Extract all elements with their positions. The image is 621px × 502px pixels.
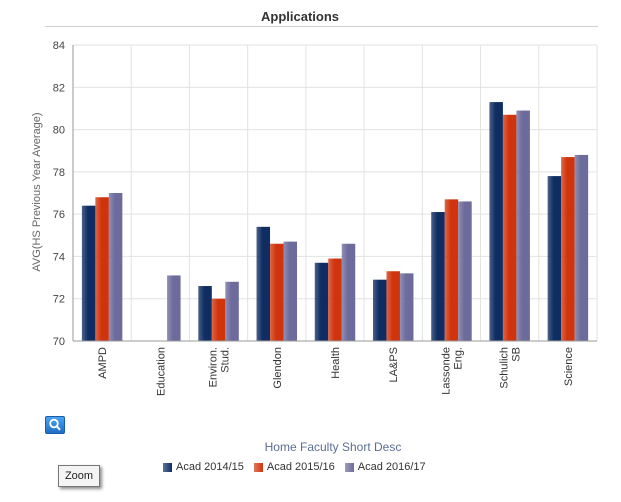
chart-title: Applications: [260, 9, 339, 24]
y-tick-label: 76: [53, 209, 65, 221]
title-divider: [45, 26, 598, 27]
bar-layer: [81, 102, 589, 342]
bar[interactable]: [458, 201, 472, 341]
magnifier-icon: [49, 418, 61, 431]
legend-item[interactable]: Acad 2015/16: [253, 461, 335, 473]
y-axis-label: AVG(HS Previous Year Average): [31, 112, 43, 271]
zoom-button[interactable]: Zoom: [58, 465, 100, 487]
bar[interactable]: [108, 193, 123, 341]
y-tick-label: 70: [53, 336, 65, 348]
x-tick-label: Glendon: [272, 347, 284, 389]
bar[interactable]: [211, 298, 226, 341]
bar[interactable]: [225, 281, 239, 341]
bar[interactable]: [399, 273, 414, 341]
zoom-magnifier-button[interactable]: [45, 416, 65, 434]
y-tick-label: 84: [53, 40, 65, 52]
legend-swatch: [253, 462, 263, 472]
x-tick-label: AMPD: [97, 347, 109, 379]
bar[interactable]: [341, 243, 356, 341]
y-tick-label: 78: [53, 167, 65, 179]
bar[interactable]: [489, 102, 503, 341]
bar[interactable]: [502, 114, 517, 342]
y-tick-label: 74: [53, 251, 65, 263]
bar[interactable]: [516, 110, 530, 342]
legend-label: Acad 2016/17: [357, 461, 426, 473]
bar[interactable]: [314, 262, 329, 341]
x-tick-label: SchulichSB: [499, 347, 523, 389]
bar[interactable]: [198, 286, 212, 341]
legend-label: Acad 2014/15: [176, 461, 244, 473]
bar[interactable]: [444, 199, 459, 341]
bar[interactable]: [256, 226, 271, 341]
x-tick-label: Education: [155, 347, 167, 396]
bar[interactable]: [547, 176, 562, 341]
y-tick-label: 82: [53, 82, 65, 94]
bar[interactable]: [431, 212, 445, 341]
bar[interactable]: [372, 279, 387, 341]
x-tick-label: Health: [330, 347, 342, 379]
bar[interactable]: [167, 275, 181, 341]
axis-layer: 70 72 74 76 78 80 82 84 AMPD Education Environ.Stu…: [53, 40, 597, 396]
x-tick-label: Environ.Stud.: [208, 347, 232, 387]
y-tick-label: 80: [53, 125, 65, 137]
legend: Acad 2014/15 Acad 2015/16 Acad 2016/17: [163, 461, 426, 473]
x-tick-label: LA&PS: [388, 347, 400, 382]
bar[interactable]: [386, 271, 400, 341]
y-tick-label: 72: [53, 294, 65, 306]
x-tick-label: Science: [563, 347, 575, 386]
bar[interactable]: [81, 205, 96, 341]
legend-item[interactable]: Acad 2016/17: [344, 461, 426, 473]
bar[interactable]: [283, 241, 298, 341]
bar[interactable]: [561, 157, 575, 341]
x-tick-label: LassondeEng.: [440, 347, 464, 395]
legend-item[interactable]: Acad 2014/15: [163, 461, 244, 473]
bar[interactable]: [95, 197, 109, 341]
legend-swatch: [163, 462, 172, 472]
bar[interactable]: [574, 154, 589, 341]
bar[interactable]: [328, 258, 342, 341]
legend-swatch: [344, 462, 354, 472]
legend-label: Acad 2015/16: [266, 461, 335, 473]
bar[interactable]: [270, 243, 284, 341]
x-axis-label: Home Faculty Short Desc: [265, 440, 402, 454]
